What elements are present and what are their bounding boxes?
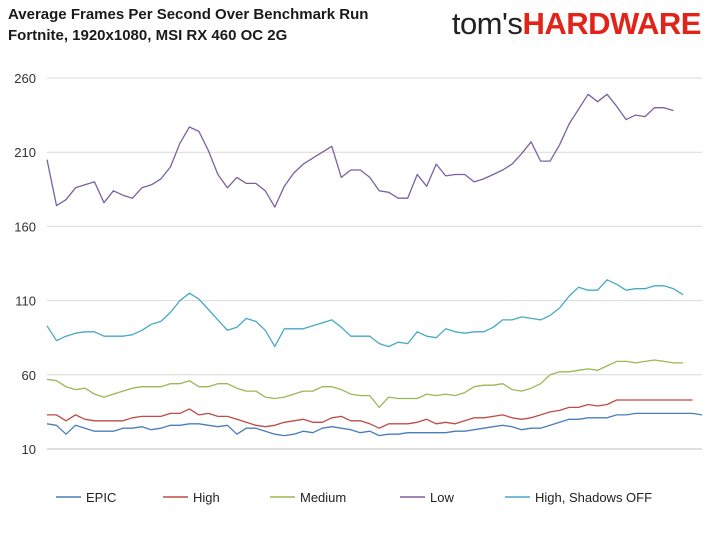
y-axis-ticks: 10 60 110 160 210 260 bbox=[14, 71, 36, 457]
legend-label: EPIC bbox=[86, 490, 116, 505]
y-tick-label: 210 bbox=[14, 145, 36, 160]
logo-text-toms: tom's bbox=[451, 6, 523, 41]
y-tick-label: 260 bbox=[14, 71, 36, 86]
logo-text-hardware: HARDWARE bbox=[522, 6, 701, 41]
legend-label: Low bbox=[430, 490, 454, 505]
chart-subtitle: Fortnite, 1920x1080, MSI RX 460 OC 2G bbox=[8, 27, 288, 44]
y-tick-label: 160 bbox=[14, 219, 36, 234]
legend-item: High, Shadows OFF bbox=[505, 490, 652, 505]
legend-label: High bbox=[193, 490, 220, 505]
series-line-high-shadows-off bbox=[46, 279, 684, 348]
toms-hardware-logo: tom'sHARDWARE bbox=[451, 6, 702, 42]
gridlines bbox=[47, 77, 702, 450]
y-tick-label: 10 bbox=[22, 442, 36, 457]
legend-item: High bbox=[163, 490, 220, 505]
series-line-medium bbox=[46, 359, 683, 409]
series-line-epic bbox=[46, 412, 703, 437]
series-lines bbox=[46, 93, 703, 437]
series-line-high bbox=[47, 399, 693, 429]
legend-item: Medium bbox=[270, 490, 346, 505]
legend-item: EPIC bbox=[56, 490, 116, 505]
y-tick-label: 110 bbox=[15, 294, 36, 309]
legend: EPIC High Medium Low High, Shadows OFF bbox=[56, 490, 652, 505]
chart-title: Average Frames Per Second Over Benchmark… bbox=[8, 6, 369, 23]
legend-item: Low bbox=[400, 490, 454, 505]
y-tick-label: 60 bbox=[22, 368, 36, 383]
legend-label: Medium bbox=[300, 490, 346, 505]
legend-label: High, Shadows OFF bbox=[535, 490, 652, 505]
series-line-low bbox=[46, 93, 674, 208]
